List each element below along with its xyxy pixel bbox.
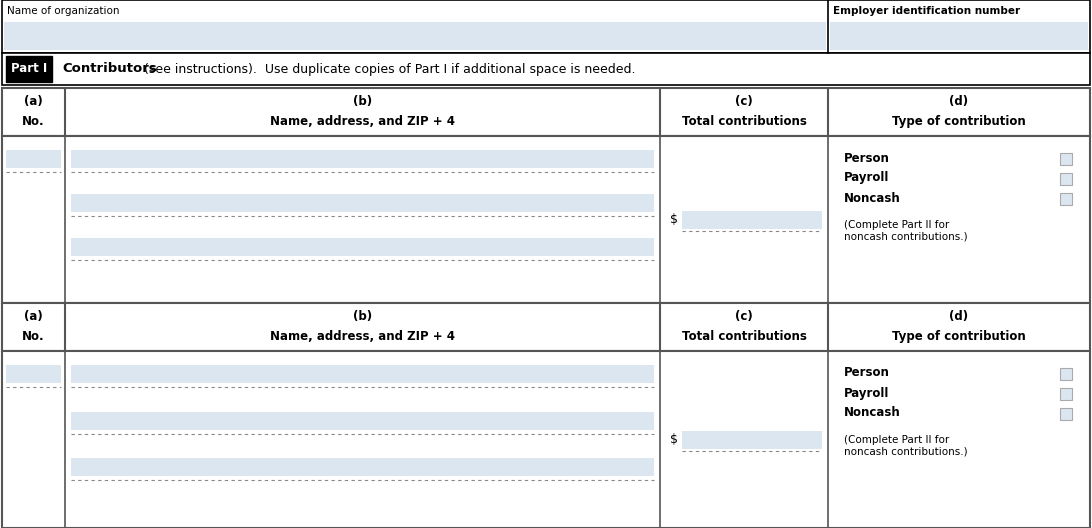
Text: Part I: Part I [11,62,47,76]
Bar [5,365,61,383]
Bar [1060,173,1072,185]
Text: (b): (b) [353,95,372,108]
Bar [1060,193,1072,205]
Text: Total contributions: Total contributions [681,330,806,343]
Text: (d): (d) [949,95,969,108]
Text: No.: No. [22,330,45,343]
Text: Noncash: Noncash [844,192,901,204]
Bar [71,412,654,430]
Text: Contributors: Contributors [62,62,157,76]
Text: Person: Person [844,152,890,165]
Text: (Complete Part II for
noncash contributions.): (Complete Part II for noncash contributi… [844,220,968,242]
Bar [71,150,654,168]
Bar [2,136,1090,303]
Text: Type of contribution: Type of contribution [892,330,1025,343]
Bar [71,365,654,383]
Text: $: $ [670,213,678,226]
Text: No.: No. [22,115,45,128]
Text: Noncash: Noncash [844,407,901,420]
Bar [682,211,822,229]
Bar [5,150,61,168]
Text: (c): (c) [735,310,752,323]
Text: (see instructions).  Use duplicate copies of Part I if additional space is neede: (see instructions). Use duplicate copies… [140,62,636,76]
Bar [830,22,1088,50]
Text: (b): (b) [353,310,372,323]
Bar [1060,368,1072,380]
Bar [2,0,1090,53]
Text: (d): (d) [949,310,969,323]
Bar [71,194,654,212]
Text: Payroll: Payroll [844,172,889,184]
Text: Type of contribution: Type of contribution [892,115,1025,128]
Bar [2,351,1090,528]
Text: Employer identification number: Employer identification number [833,6,1020,16]
Bar [2,303,1090,351]
Bar [5,56,52,82]
Bar [1060,388,1072,400]
Bar [682,430,822,448]
Bar [71,458,654,476]
Text: $: $ [670,433,678,446]
Text: (a): (a) [24,95,43,108]
Text: (a): (a) [24,310,43,323]
Text: (Complete Part II for
noncash contributions.): (Complete Part II for noncash contributi… [844,435,968,457]
Text: Name of organization: Name of organization [7,6,119,16]
Text: Name, address, and ZIP + 4: Name, address, and ZIP + 4 [270,115,455,128]
Text: Total contributions: Total contributions [681,115,806,128]
Bar [71,238,654,256]
Bar [1060,153,1072,165]
Bar [4,22,826,50]
Bar [1060,408,1072,420]
Text: Name, address, and ZIP + 4: Name, address, and ZIP + 4 [270,330,455,343]
Text: Person: Person [844,366,890,380]
Bar [2,88,1090,136]
Text: (c): (c) [735,95,752,108]
Bar [2,53,1090,85]
Text: Payroll: Payroll [844,386,889,400]
